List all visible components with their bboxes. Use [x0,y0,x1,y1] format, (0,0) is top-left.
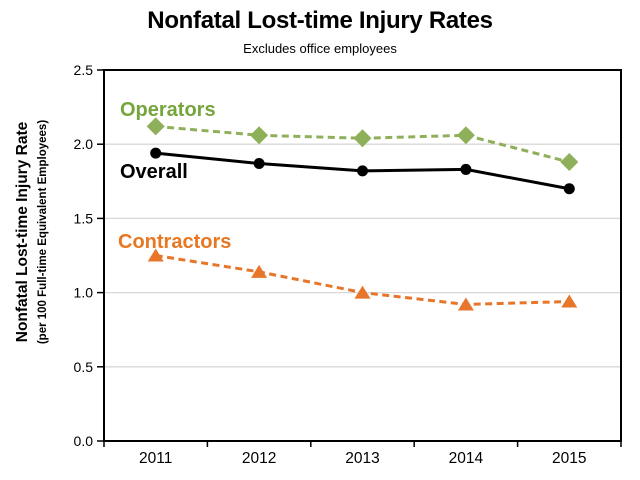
marker-operators-2014 [456,126,475,145]
y-tick-label: 1.5 [74,210,94,226]
marker-overall-2014 [460,163,472,175]
marker-contractors-2015 [561,294,578,308]
marker-overall-2011 [150,147,162,159]
marker-operators-2015 [560,153,579,172]
plot-border [103,69,622,442]
y-tick-label: 2.5 [74,62,94,78]
axes-layer: 0.0 0.5 1.0 1.5 2.0 2.5 2011 2012 2013 2014 2015 [74,62,622,467]
series-label-operators: Operators [120,99,216,121]
series-labels-layer: Operators Overall Contractors [118,99,231,253]
marker-operators-2012 [250,126,269,145]
marker-operators-2013 [353,129,372,148]
y-tick-label: 1.0 [74,285,94,301]
marker-contractors-2012 [251,264,268,278]
series-label-contractors: Contractors [118,231,231,253]
marker-overall-2012 [253,157,265,169]
x-tick-label: 2013 [345,450,379,467]
x-tick-label: 2015 [552,450,586,467]
marker-contractors-2011 [147,248,164,262]
marker-contractors-2013 [354,285,371,299]
series-layer [146,117,579,311]
x-tick-label: 2012 [242,450,276,467]
chart-subtitle: Excludes office employees [243,41,397,56]
marker-overall-2015 [563,183,575,195]
y-tick-label: 2.0 [74,136,94,152]
marker-operators-2011 [146,117,165,136]
y-tick-label: 0.0 [74,433,94,449]
chart-title: Nonfatal Lost-time Injury Rates [147,7,493,34]
series-label-overall: Overall [120,161,188,183]
marker-contractors-2014 [457,297,474,311]
x-tick-label: 2011 [139,450,172,467]
marker-overall-2013 [357,165,368,177]
y-axis-title: Nonfatal Lost-time Injury Rate [14,121,31,342]
x-tick-label: 2014 [449,450,484,467]
y-axis-unit-label: (per 100 Full-time Equivalent Employees) [37,120,49,344]
y-tick-label: 0.5 [74,359,94,375]
